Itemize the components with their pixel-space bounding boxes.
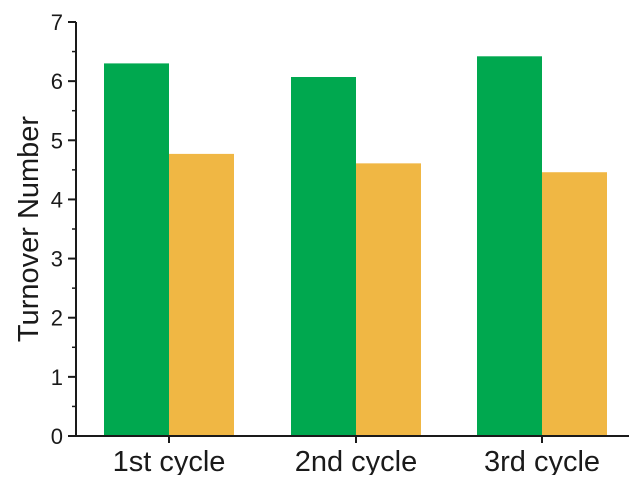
y-tick-label: 2 <box>51 306 63 331</box>
x-tick-label: 1st cycle <box>113 446 226 475</box>
y-tick-label: 5 <box>51 128 63 153</box>
labels-layer: Turnover Number <box>13 116 45 343</box>
bar-series-2-1 <box>169 153 234 437</box>
y-tick-label: 6 <box>51 69 63 94</box>
bar-series-2-2 <box>356 163 421 436</box>
bars-layer <box>104 56 607 437</box>
y-tick-label: 1 <box>51 365 63 390</box>
ticks-layer: 1st cycle 2nd cycle 3rd cycle 0 1 2 3 4 5 6 7 <box>51 10 600 478</box>
y-axis-label: Turnover Number <box>13 116 45 343</box>
y-tick-label: 3 <box>51 247 63 272</box>
y-tick-label: 4 <box>51 187 63 212</box>
y-tick-label: 7 <box>51 10 63 35</box>
bar-series-2-3 <box>542 172 607 437</box>
y-tick-label: 0 <box>51 424 63 449</box>
bar-series-1-3 <box>477 56 542 436</box>
bar-series-1-1 <box>104 63 169 437</box>
x-tick-label: 3rd cycle <box>484 446 600 475</box>
x-tick-label: 2nd cycle <box>295 446 418 475</box>
bar-series-1-2 <box>291 77 356 436</box>
